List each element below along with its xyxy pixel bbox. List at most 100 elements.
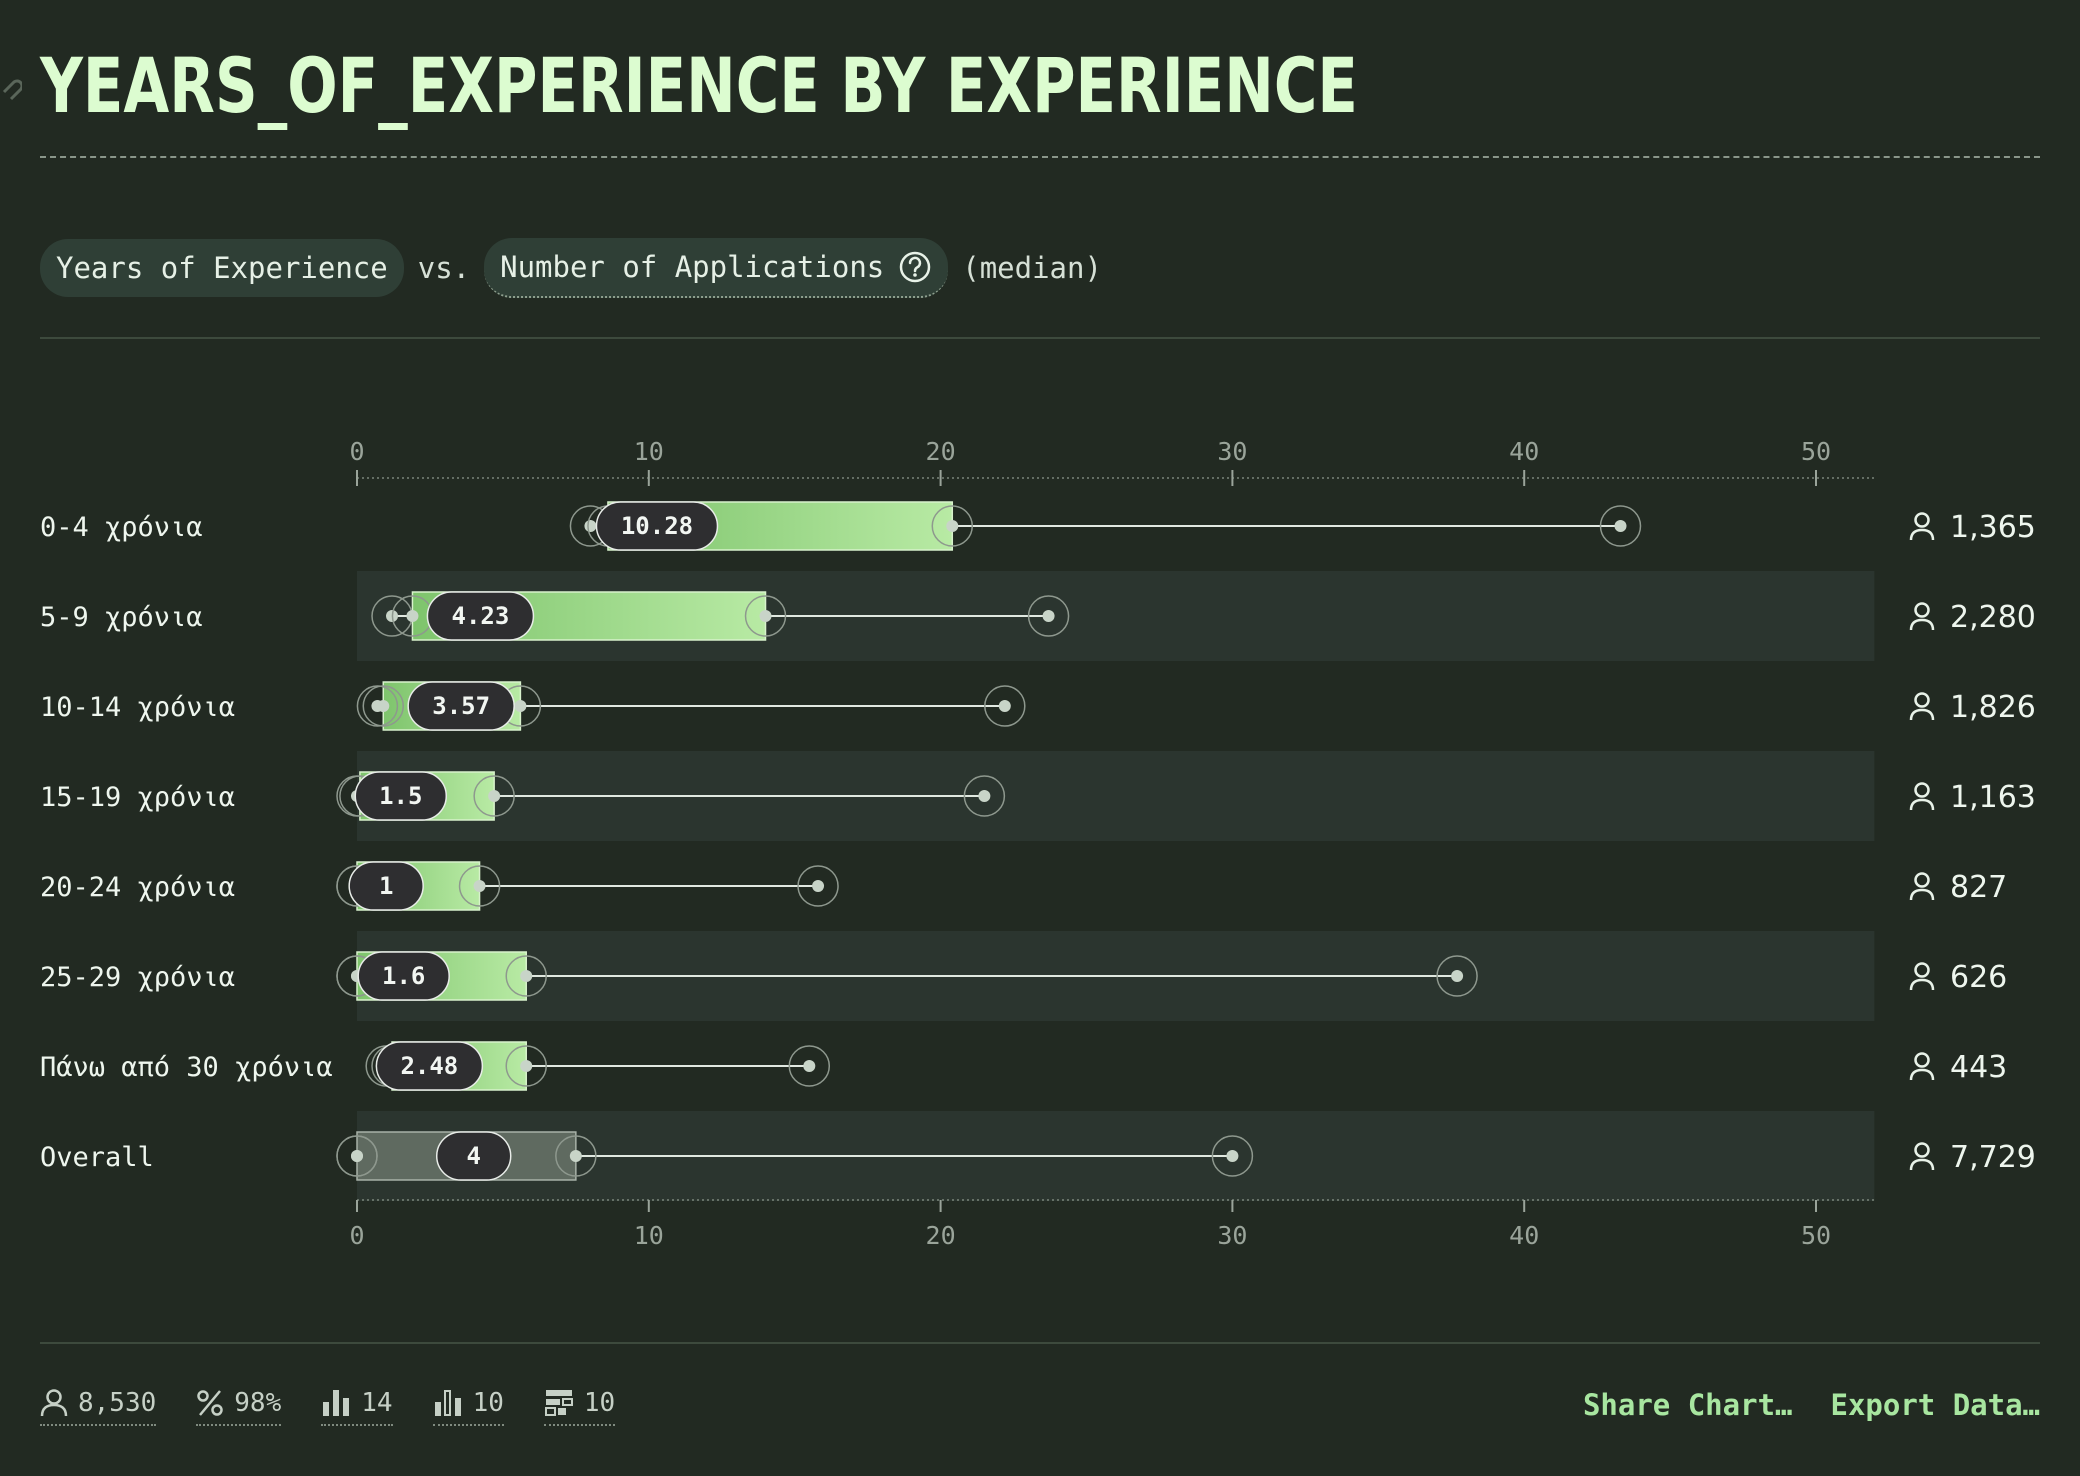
table-stat[interactable]: 10	[543, 1388, 616, 1426]
p75-marker-ring	[458, 865, 501, 907]
p75-marker	[946, 520, 959, 532]
x-tick-label: 10	[634, 1221, 664, 1250]
p75-marker	[759, 610, 772, 622]
category-label: 25-29 χρόνια	[40, 962, 235, 993]
respondent-count: 7,729	[1950, 1140, 2036, 1175]
user-icon-head	[1914, 1142, 1930, 1158]
p90-marker-ring	[1436, 955, 1478, 997]
p75-marker-ring	[931, 505, 974, 547]
p90-marker	[1042, 610, 1055, 622]
p75-marker	[488, 790, 501, 802]
bar-stat-b-value: 10	[472, 1388, 504, 1418]
p90-marker-ring	[984, 685, 1026, 727]
respondent-count: 1,826	[1950, 690, 2036, 725]
respondent-count: 1,365	[1950, 510, 2036, 545]
user-icon-body	[1909, 1158, 1935, 1171]
median-pill	[426, 591, 535, 641]
p75-marker-ring	[505, 955, 547, 997]
user-icon-head	[1914, 872, 1930, 888]
p75-marker	[520, 1060, 533, 1072]
x-tick-label: 0	[349, 1221, 364, 1250]
variable-b-label: Number of Applications	[500, 250, 885, 284]
bar-stat-a[interactable]: 14	[321, 1388, 393, 1426]
p25-marker-ring	[362, 685, 405, 727]
user-icon-body	[1909, 708, 1935, 721]
table-stat-value: 10	[583, 1388, 616, 1418]
user-icon-head	[1914, 692, 1930, 708]
variable-b-pill[interactable]: Number of Applications	[484, 238, 949, 298]
p75-marker-ring	[744, 595, 787, 637]
percent-stat[interactable]: 98%	[196, 1388, 282, 1426]
bar-stat-b[interactable]: 10	[432, 1388, 504, 1426]
p25-marker-ring	[336, 1135, 378, 1177]
median-value: 10.28	[621, 512, 693, 540]
respondent-count: 827	[1950, 870, 2007, 905]
help-icon[interactable]	[898, 250, 932, 284]
x-tick-label: 30	[1217, 437, 1247, 466]
user-icon	[1909, 1052, 1935, 1081]
category-label: 10-14 χρόνια	[40, 692, 235, 723]
median-pill	[435, 1131, 512, 1181]
user-icon	[1909, 602, 1935, 631]
p90-marker-ring	[1211, 1135, 1254, 1177]
median-value: 3.57	[432, 692, 490, 720]
median-value: 1.5	[379, 782, 422, 810]
bar-chart-outline-icon	[434, 1390, 461, 1416]
p75-marker	[569, 1150, 582, 1162]
user-icon-body	[1909, 798, 1935, 811]
subtitle-divider	[40, 337, 2040, 339]
user-icon	[1909, 1142, 1935, 1171]
median-pill	[354, 771, 448, 821]
p90-marker-ring	[797, 865, 839, 907]
link-icon[interactable]	[0, 72, 22, 108]
user-icon-head	[1914, 512, 1930, 528]
category-label: 5-9 χρόνια	[40, 602, 203, 633]
p90-marker	[1451, 970, 1464, 982]
respondents-stat[interactable]: 8,530	[40, 1388, 157, 1426]
respondent-count: 2,280	[1950, 600, 2036, 635]
p90-marker-ring	[1027, 595, 1070, 637]
category-label: Overall	[40, 1142, 154, 1173]
box-row: 5-9 χρόνια 4.23 2,280	[40, 591, 2036, 641]
user-icon	[1909, 872, 1935, 901]
box-row: 25-29 χρόνια 1.6 626	[40, 951, 2007, 1001]
p90-marker-ring	[788, 1045, 831, 1087]
chart-title: YEARS_OF_EXPERIENCE BY EXPERIENCE	[40, 41, 1358, 130]
table-icon	[544, 1390, 573, 1416]
user-icon-body	[1909, 888, 1935, 901]
p25-marker	[377, 700, 390, 712]
user-icon-head	[1914, 782, 1930, 798]
footer-stats: 8,530 98% 14 10	[40, 1388, 616, 1426]
vs-label: vs.	[417, 251, 471, 285]
p90-marker-ring	[1599, 505, 1642, 547]
p90-marker	[1226, 1150, 1239, 1162]
x-tick-label: 50	[1801, 437, 1831, 466]
respondent-count: 443	[1950, 1050, 2007, 1085]
p90-marker	[812, 880, 825, 892]
user-icon-head	[1914, 602, 1930, 618]
median-pill	[375, 1041, 484, 1091]
x-tick-label: 20	[926, 1221, 956, 1250]
x-tick-label: 40	[1509, 437, 1539, 466]
box-row: 10-14 χρόνια 3.57 1,826	[40, 681, 2036, 731]
median-pill	[348, 861, 424, 911]
bar-chart-icon	[323, 1390, 350, 1416]
respondents-value: 8,530	[78, 1388, 157, 1418]
x-tick-label: 10	[634, 437, 664, 466]
box-row: Overall 4 7,729	[40, 1131, 2036, 1181]
user-icon-head	[1914, 1052, 1930, 1068]
p75-marker-ring	[473, 775, 515, 817]
x-tick-label: 40	[1509, 1221, 1539, 1250]
median-value: 2.48	[400, 1052, 458, 1080]
p10-marker-ring	[356, 685, 399, 727]
category-label: Πάνω από 30 χρόνια	[40, 1052, 333, 1083]
user-icon-body	[1909, 618, 1935, 631]
variable-a-pill[interactable]: Years of Experience	[40, 239, 404, 297]
box-row: 15-19 χρόνια 1.5 1,163	[40, 771, 2036, 821]
export-data-button[interactable]: Export Data…	[1830, 1388, 2040, 1422]
share-chart-button[interactable]: Share Chart…	[1582, 1388, 1793, 1422]
median-pill	[357, 951, 450, 1001]
chart-subtitle: Years of Experience vs. Number of Applic…	[40, 238, 1102, 298]
p90-marker	[998, 700, 1011, 712]
